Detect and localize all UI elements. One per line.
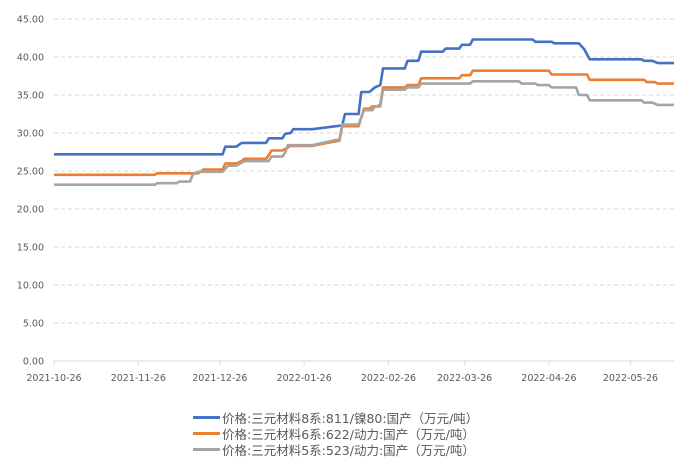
series-line-2 — [54, 80, 674, 186]
x-tick-label: 2021-10-26 — [26, 373, 81, 384]
y-tick-label: 15.00 — [17, 243, 44, 254]
y-tick-label: 45.00 — [17, 15, 44, 26]
x-tick-label: 2022-01-26 — [277, 373, 332, 384]
y-tick-label: 30.00 — [17, 129, 44, 140]
legend-item: 价格:三元材料8系:811/镍80:国产（万元/吨） — [193, 409, 479, 426]
legend-label: 价格:三元材料8系:811/镍80:国产（万元/吨） — [222, 410, 479, 426]
legend-swatch — [193, 431, 220, 435]
y-tick-label: 0.00 — [23, 357, 44, 368]
x-tick-label: 2022-05-26 — [603, 373, 658, 384]
legend-swatch — [193, 447, 220, 451]
series-line-0 — [54, 38, 674, 156]
series-line-1 — [54, 69, 674, 177]
y-tick-label: 5.00 — [23, 319, 44, 330]
legend-item: 价格:三元材料6系:622/动力:国产（万元/吨） — [193, 425, 478, 442]
legend: 价格:三元材料8系:811/镍80:国产（万元/吨） 价格:三元材料6系:622… — [193, 409, 479, 458]
x-tick-label: 2022-02-26 — [361, 373, 416, 384]
y-tick-label: 40.00 — [17, 53, 44, 64]
legend-item: 价格:三元材料5系:523/动力:国产（万元/吨） — [193, 441, 478, 458]
x-tick-label: 2021-12-26 — [192, 373, 247, 384]
x-tick-label: 2021-11-26 — [111, 373, 166, 384]
y-tick-label: 20.00 — [17, 205, 44, 216]
legend-label: 价格:三元材料5系:523/动力:国产（万元/吨） — [222, 442, 475, 458]
y-tick-label: 35.00 — [17, 91, 44, 102]
legend-swatch — [193, 415, 220, 419]
line-chart: 0.00 5.00 10.00 15.00 20.00 25.00 30.00 35.00 40… — [17, 15, 674, 384]
x-tick-label: 2022-04-26 — [521, 373, 576, 384]
y-tick-label: 10.00 — [17, 281, 44, 292]
legend-label: 价格:三元材料6系:622/动力:国产（万元/吨） — [222, 426, 475, 442]
y-tick-label: 25.00 — [17, 167, 44, 178]
x-tick-label: 2022-03-26 — [437, 373, 492, 384]
